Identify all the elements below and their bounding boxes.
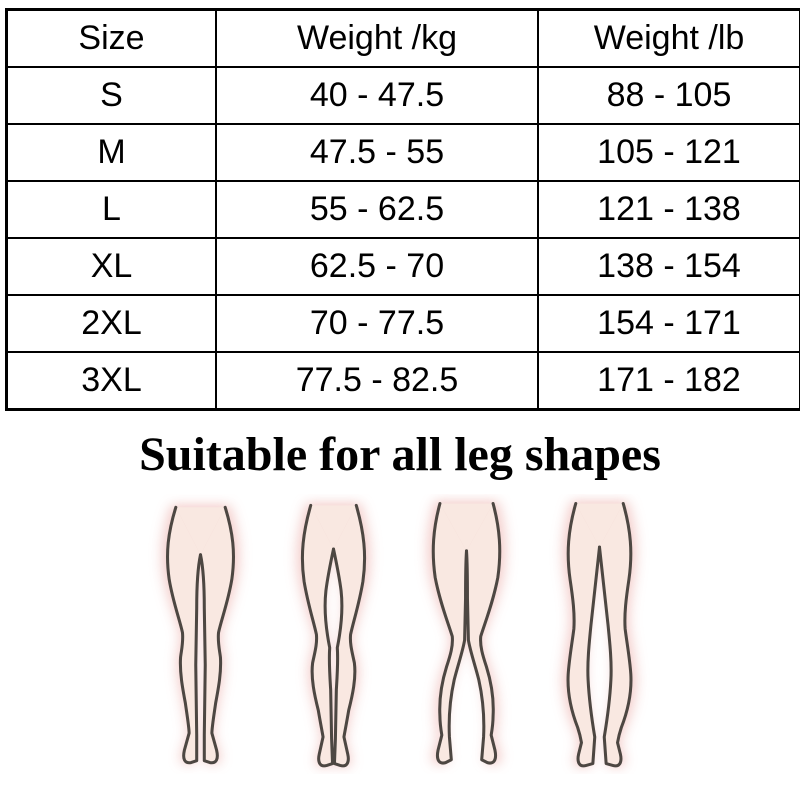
weight-cell: 138 - 154 xyxy=(538,238,800,295)
size-cell: M xyxy=(7,124,217,181)
leg-fill xyxy=(433,503,500,763)
column-header: Weight /lb xyxy=(538,10,800,68)
weight-cell: 55 - 62.5 xyxy=(216,181,538,238)
weight-cell: 88 - 105 xyxy=(538,67,800,124)
weight-cell: 47.5 - 55 xyxy=(216,124,538,181)
weight-cell: 77.5 - 82.5 xyxy=(216,352,538,410)
leg-shapes-illustration xyxy=(0,494,800,774)
column-header: Weight /kg xyxy=(216,10,538,68)
weight-cell: 62.5 - 70 xyxy=(216,238,538,295)
leg-fill xyxy=(168,507,234,762)
column-header: Size xyxy=(7,10,217,68)
weight-cell: 40 - 47.5 xyxy=(216,67,538,124)
leg-fill xyxy=(302,505,364,765)
section-title: Suitable for all leg shapes xyxy=(0,429,800,481)
legs-figure-slim-legs-thigh-gap xyxy=(267,494,400,774)
legs-figure-bow-legs-o-shape xyxy=(533,494,666,774)
size-cell: 3XL xyxy=(7,352,217,410)
weight-cell: 70 - 77.5 xyxy=(216,295,538,352)
legs-figure-straight-legs xyxy=(134,494,267,774)
size-cell: S xyxy=(7,67,217,124)
weight-cell: 154 - 171 xyxy=(538,295,800,352)
weight-cell: 171 - 182 xyxy=(538,352,800,410)
size-cell: 2XL xyxy=(7,295,217,352)
weight-cell: 121 - 138 xyxy=(538,181,800,238)
legs-figure-knock-knees-x-shape xyxy=(400,494,533,774)
size-cell: L xyxy=(7,181,217,238)
size-cell: XL xyxy=(7,238,217,295)
weight-cell: 105 - 121 xyxy=(538,124,800,181)
